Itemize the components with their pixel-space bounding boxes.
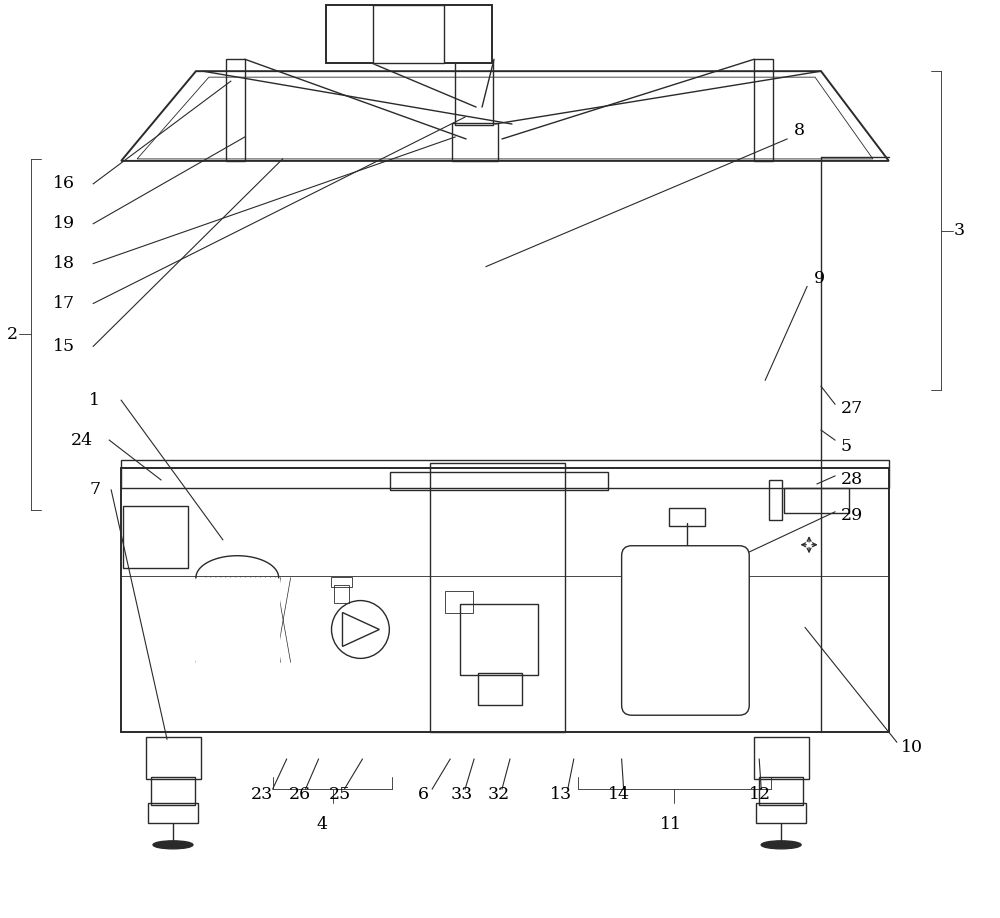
Text: 6: 6 [418, 787, 429, 803]
Text: 2: 2 [6, 326, 18, 343]
Bar [478, 673, 522, 705]
Text: 28: 28 [841, 472, 863, 488]
Text: 14: 14 [608, 787, 630, 803]
Text: 8: 8 [794, 122, 805, 140]
Text: 29: 29 [841, 508, 863, 524]
Bar [146, 737, 201, 779]
Bar [326, 6, 492, 63]
Text: 25: 25 [329, 787, 351, 803]
Bar [151, 777, 195, 805]
Bar [121, 460, 889, 487]
FancyBboxPatch shape [622, 545, 749, 715]
Bar [430, 463, 565, 733]
Text: 1: 1 [89, 392, 100, 409]
Bar [121, 468, 889, 733]
Bar [123, 506, 188, 567]
Text: 3: 3 [954, 222, 965, 240]
Bar [390, 472, 608, 490]
Text: 16: 16 [53, 175, 75, 193]
Text: 12: 12 [749, 787, 771, 803]
Bar [460, 603, 538, 676]
Text: 26: 26 [289, 787, 311, 803]
Bar [331, 577, 352, 587]
Text: 19: 19 [53, 215, 75, 232]
Bar [754, 60, 773, 161]
Text: 17: 17 [53, 295, 75, 312]
Text: 23: 23 [251, 787, 273, 803]
Text: 5: 5 [841, 438, 852, 454]
Bar [196, 577, 279, 663]
Text: 32: 32 [488, 787, 510, 803]
Text: 10: 10 [901, 739, 923, 756]
Text: 9: 9 [814, 270, 825, 287]
Bar [769, 480, 782, 520]
Text: 4: 4 [317, 816, 328, 834]
Bar [226, 60, 245, 161]
Bar [373, 6, 444, 63]
Bar [784, 487, 849, 513]
Bar [452, 123, 498, 161]
Bar [445, 590, 473, 612]
Text: 33: 33 [450, 787, 472, 803]
Bar [756, 803, 806, 823]
Ellipse shape [153, 841, 193, 849]
Text: 24: 24 [71, 431, 93, 449]
Bar [455, 61, 493, 125]
Text: 7: 7 [89, 481, 100, 498]
Text: 11: 11 [660, 816, 682, 834]
Bar [669, 508, 705, 526]
Text: 27: 27 [841, 399, 863, 417]
Text: 18: 18 [53, 255, 75, 272]
Bar [754, 737, 809, 779]
Bar [759, 777, 803, 805]
Text: 15: 15 [53, 338, 75, 355]
Bar [148, 803, 198, 823]
Bar [334, 585, 349, 602]
Text: 13: 13 [550, 787, 572, 803]
Ellipse shape [761, 841, 801, 849]
